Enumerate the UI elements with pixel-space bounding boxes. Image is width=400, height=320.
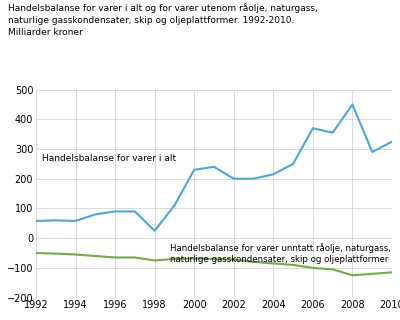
Text: Handelsbalanse for varer unntatt råolje, naturgass,
naturlige gasskondensater, s: Handelsbalanse for varer unntatt råolje,…: [170, 244, 391, 264]
Text: Handelsbalanse for varer i alt: Handelsbalanse for varer i alt: [42, 154, 176, 163]
Text: Handelsbalanse for varer i alt og for varer utenom råolje, naturgass,
naturlige : Handelsbalanse for varer i alt og for va…: [8, 3, 318, 37]
